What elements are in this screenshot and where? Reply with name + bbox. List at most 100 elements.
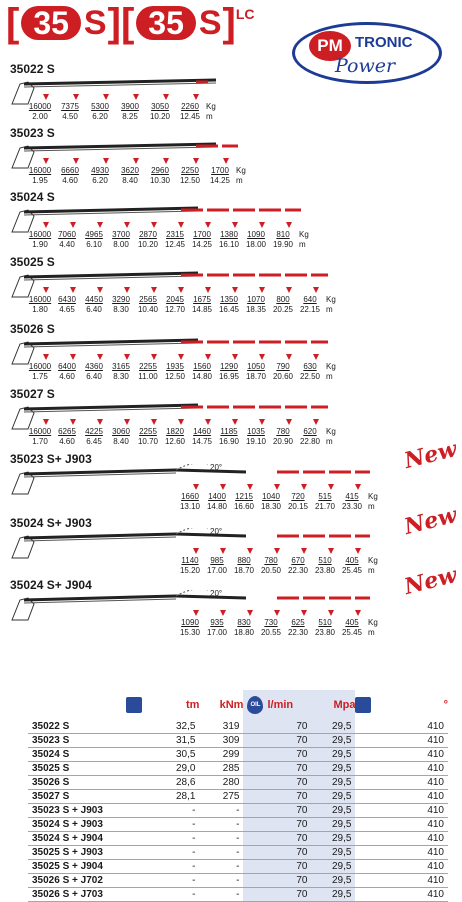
section-title: 35026 S [10,322,55,336]
load-kg-value: 16000 [28,166,52,175]
reach-m-value: 22.15 [299,305,321,314]
reach-m-value: 23.80 [314,566,336,575]
mpa-cell: 29,5 [311,831,356,846]
bracket-close: ] [107,1,121,45]
load-kg-value: 2250 [181,166,199,175]
load-point-arrow [259,354,265,360]
crane-boom-lower [23,82,217,88]
reach-m-value: 17.00 [206,628,228,637]
spec-table-row: 35025 S + J904- -70 29,5 410 [28,859,448,874]
load-kg-value: 2260 [181,102,199,111]
reach-m-value: 14.25 [191,240,213,249]
degree-cell: 410 [385,873,448,888]
load-point-arrow [232,287,238,293]
model-cell: 35024 S [28,747,172,762]
crane-boom-diagram [11,403,328,430]
load-point-arrow [124,354,130,360]
load-point-arrow [247,610,253,616]
load-kg-value: 6265 [58,427,76,436]
slew-spacer-cell [355,747,386,762]
spec-table-row: 35024 S + J904- -70 29,5 410 [28,831,448,846]
load-kg-value: 730 [264,618,278,627]
oil-drop-icon: OIL [247,696,264,714]
spec-table-row: 35026 S + J702- -70 29,5 410 [28,873,448,888]
load-kg-value: 4930 [91,166,109,175]
section-title: 35023 S [10,126,55,140]
load-point-arrow [220,548,226,554]
slew-spacer-cell [355,733,386,748]
spec-table-row: 35024 S + J903- -70 29,5 410 [28,817,448,832]
model-col-header [28,690,126,720]
load-kg-value: 1700 [193,230,211,239]
load-point-arrow [247,484,253,490]
load-kg-value: 4225 [85,427,103,436]
load-kg-value: 3900 [121,102,139,111]
oil-spacer-cell [243,775,268,790]
oil-spacer-cell [243,789,268,804]
reach-m-value: 14.75 [191,437,213,446]
reach-m-value: 12.70 [164,305,186,314]
reach-m-value: 4.60 [62,176,78,185]
knm-cell: 275 [199,789,244,804]
degree-cell: 410 [385,775,448,790]
section-title: 35022 S [10,62,55,76]
degree-cell: 410 [385,761,448,776]
load-kg-value: 4450 [85,295,103,304]
crane-boom [23,594,177,602]
load-point-arrow [355,548,361,554]
load-point-arrow [301,484,307,490]
load-point-arrow [220,484,226,490]
crane-boom-lower [23,598,177,604]
slew-spacer-cell [355,859,386,874]
load-point-arrow [205,419,211,425]
load-kg-value: 1660 [181,492,199,501]
bracket-open-2: [ [120,1,135,45]
load-kg-value: 630 [303,362,317,371]
slew-spacer-cell [355,817,386,832]
unit-kg: Kg [368,492,378,501]
load-point-arrow [301,548,307,554]
load-point-arrow [328,484,334,490]
spec-table-header: tm kNm OIL l/min Mpa ° [28,690,448,720]
reach-m-value: 25.45 [341,566,363,575]
reach-m-value: 16.90 [218,437,240,446]
unit-m: m [299,240,306,249]
new-badge-2: New [401,501,460,541]
load-point-arrow [133,158,139,164]
reach-m-value: 20.90 [272,437,294,446]
load-kg-value: 1350 [220,295,238,304]
load-point-arrow [178,419,184,425]
load-kg-value: 1460 [193,427,211,436]
jib-angle-label: 20° [210,528,222,536]
load-kg-value: 1040 [262,492,280,501]
knm-cell: - [199,845,244,860]
model-cell: 35025 S + J904 [28,859,172,874]
reach-m-value: 18.70 [245,372,267,381]
load-kg-value: 405 [345,556,359,565]
reach-m-value: 16.95 [218,372,240,381]
tm-cell: 28,1 [172,789,200,804]
new-badge-1: New [401,435,460,475]
reach-m-value: 10.40 [137,305,159,314]
load-point-arrow [193,484,199,490]
reach-m-value: 25.45 [341,628,363,637]
load-point-arrow [247,548,253,554]
crane-boom [23,338,199,346]
oil-spacer-cell [243,859,268,874]
reach-m-value: 12.45 [164,240,186,249]
reach-m-value: 8.25 [122,112,138,121]
load-kg-value: 3050 [151,102,169,111]
reach-m-value: 6.10 [86,240,102,249]
lmin-cell: 70 [267,887,312,902]
crane-boom-lower [23,146,217,152]
load-kg-value: 2255 [139,427,157,436]
load-point-arrow [151,287,157,293]
load-kg-value: 1090 [247,230,265,239]
reach-m-value: 22.30 [287,566,309,575]
reach-m-value: 8.00 [113,240,129,249]
load-kg-value: 880 [237,556,251,565]
reach-m-value: 22.30 [287,628,309,637]
load-kg-value: 1140 [181,556,199,565]
load-point-arrow [259,222,265,228]
reach-m-value: 16.60 [233,502,255,511]
